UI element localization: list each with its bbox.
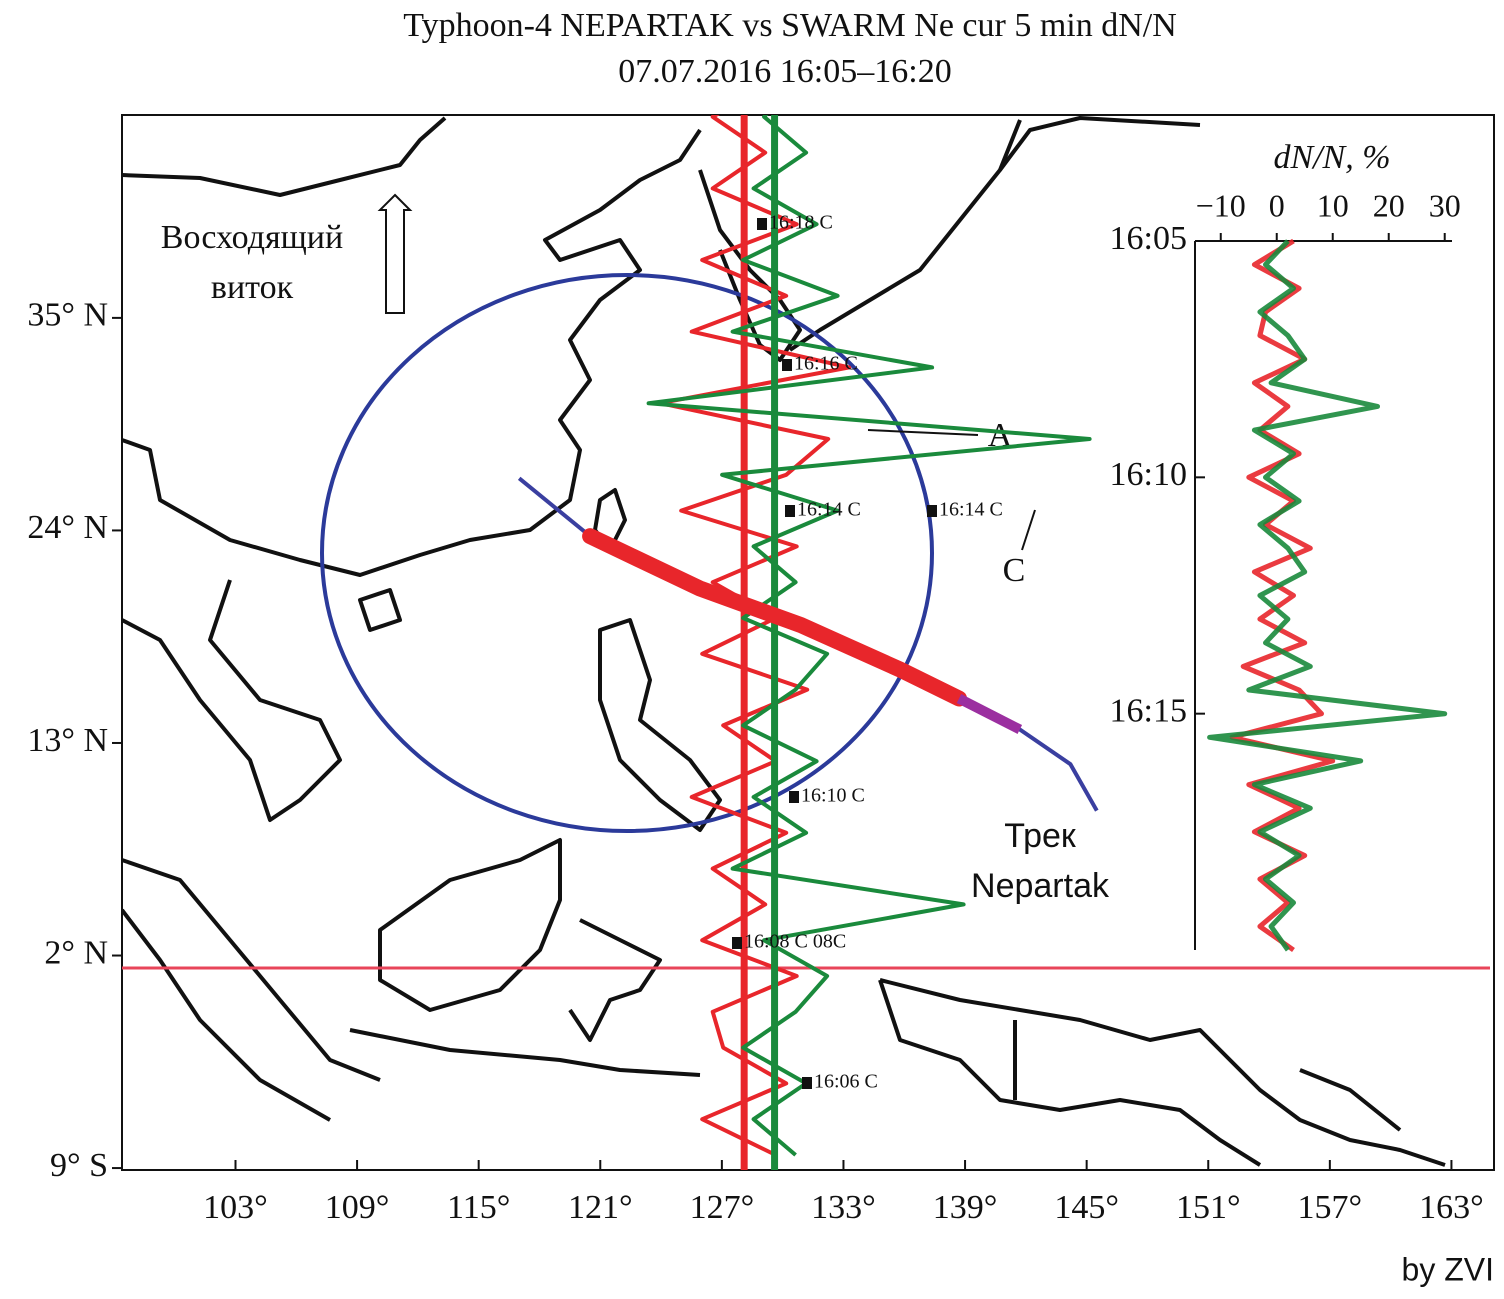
typhoon-track-mid	[956, 694, 1023, 734]
inset-x-tick-label: 10	[1317, 187, 1349, 223]
time-label: 16:06 C	[814, 1071, 878, 1093]
inset-x-tick-label: 20	[1373, 187, 1405, 223]
time-dot	[802, 1077, 812, 1089]
orbit-arrow	[377, 193, 413, 314]
x-tick-label: 139°	[933, 1189, 998, 1226]
y-tick-label: 9° S	[50, 1147, 108, 1184]
coastlines	[122, 116, 1446, 1167]
map-traces	[646, 115, 1092, 1170]
y-tick-label: 24° N	[27, 509, 108, 546]
x-tick-label: 121°	[568, 1189, 633, 1226]
time-label: 16:14 C	[939, 499, 1003, 521]
inset-y-tick-label: 16:15	[1110, 692, 1187, 729]
x-tick-label: 157°	[1298, 1189, 1363, 1226]
inset-title: dN/N, %	[1273, 139, 1390, 176]
time-dot	[757, 218, 767, 230]
x-tick-label: 103°	[203, 1189, 268, 1226]
leader-c	[1021, 509, 1036, 551]
inset-x-tick-label: 0	[1269, 187, 1285, 223]
time-dot	[927, 505, 937, 517]
x-tick-label: 115°	[447, 1189, 510, 1226]
map-trace	[646, 115, 1092, 1157]
time-label: 16:16 C	[794, 353, 858, 375]
time-label: 16:14 C	[797, 499, 861, 521]
time-dot	[789, 791, 799, 803]
y-tick-label: 35° N	[27, 297, 108, 334]
marker-c: C	[1003, 552, 1026, 589]
track-label-1: Трек	[1004, 817, 1077, 855]
time-dot	[785, 505, 795, 517]
time-dot	[732, 937, 742, 949]
x-tick-label: 151°	[1176, 1189, 1241, 1226]
time-label: 16:08 C 08C	[744, 931, 846, 953]
x-tick-label: 145°	[1054, 1189, 1119, 1226]
zone-circle	[320, 273, 934, 833]
orbit-label-2: виток	[211, 269, 294, 306]
time-dot	[782, 359, 792, 371]
x-tick-label: 109°	[325, 1189, 390, 1226]
inset-y-tick-label: 16:05	[1110, 220, 1187, 257]
x-tick-label: 127°	[690, 1189, 755, 1226]
leader-a	[867, 429, 979, 436]
y-tick-label: 13° N	[27, 722, 108, 759]
title: Typhoon-4 NEPARTAK vs SWARM Ne cur 5 min…	[403, 7, 1177, 44]
x-tick-label: 133°	[811, 1189, 876, 1226]
inset-y-tick-label: 16:10	[1110, 456, 1187, 493]
x-tick-label: 163°	[1419, 1189, 1484, 1226]
map-frame	[121, 114, 1495, 1171]
credit: by ZVI	[1402, 1251, 1494, 1287]
track-label-2: Nepartak	[971, 867, 1110, 905]
inset-trace	[1207, 239, 1448, 952]
orbit-label: Восходящий	[161, 219, 343, 256]
typhoon-track-strong	[582, 528, 967, 707]
subtitle: 07.07.2016 16:05–16:20	[618, 53, 951, 90]
inset-x-tick-label: 30	[1429, 187, 1461, 223]
y-tick-label: 2° N	[44, 934, 108, 971]
time-label: 16:10 C	[801, 785, 865, 807]
map-trace	[658, 115, 852, 1157]
inset-x-tick-label: −10	[1196, 187, 1246, 223]
time-label: 16:18 C	[769, 212, 833, 234]
